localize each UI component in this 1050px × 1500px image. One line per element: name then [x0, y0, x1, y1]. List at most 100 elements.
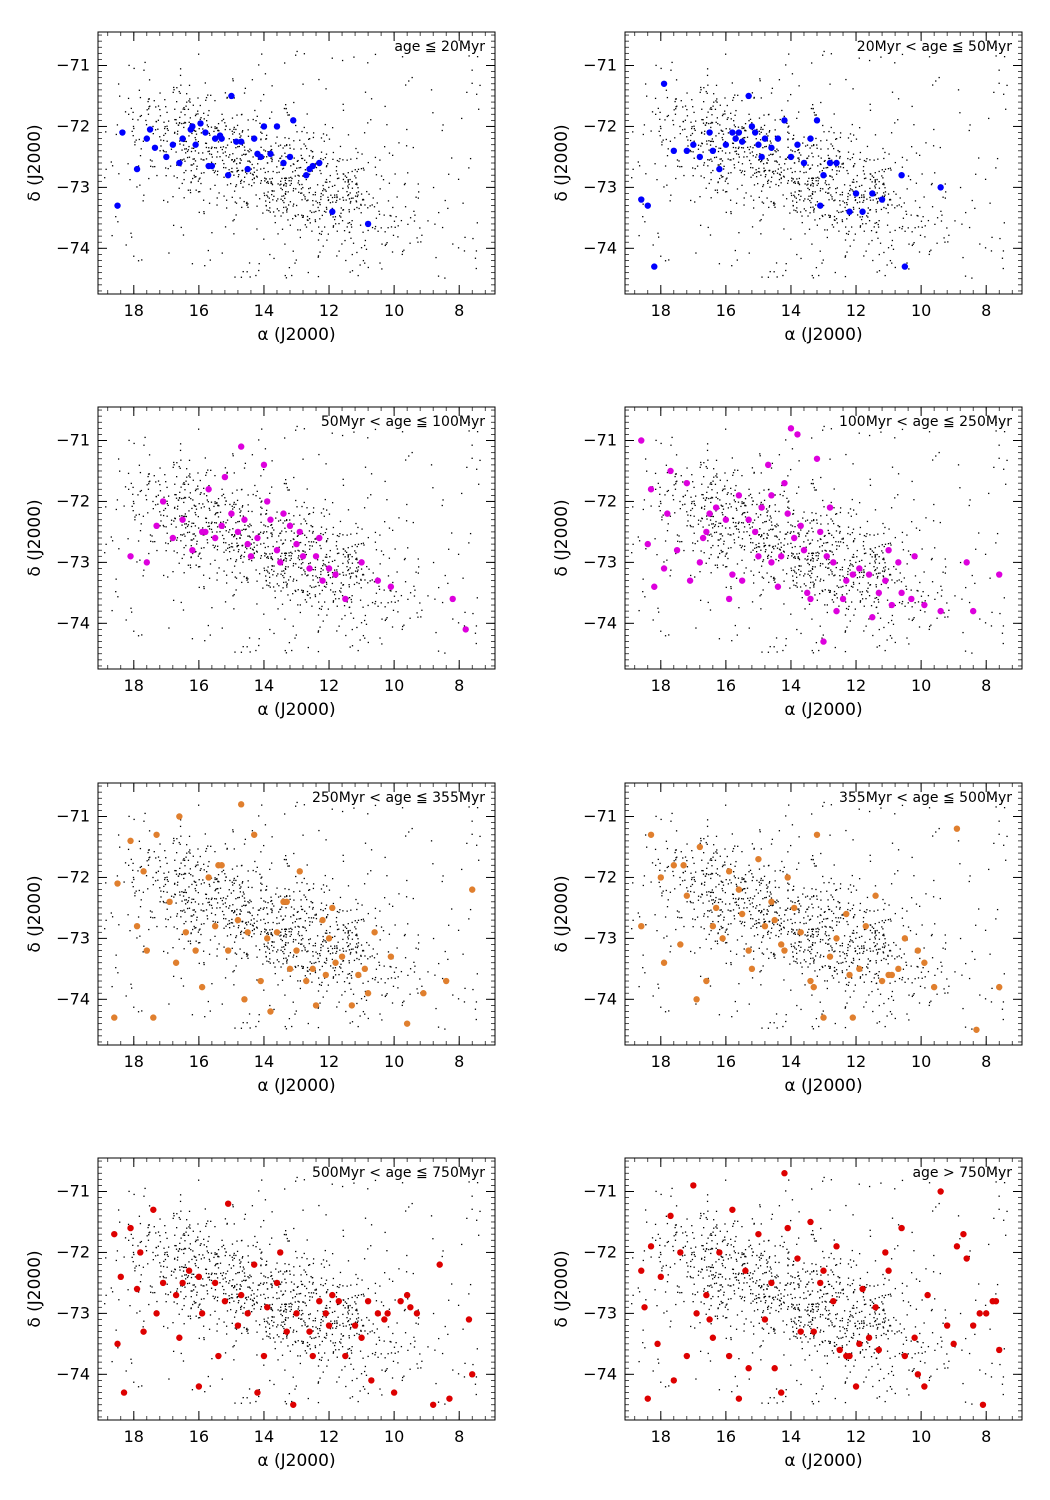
field-star-dot [825, 558, 828, 561]
field-star-dot [331, 127, 334, 129]
field-star-dot [154, 504, 157, 506]
field-star-dot [223, 551, 225, 553]
y-axis-label: δ (J2000) [25, 499, 45, 576]
field-star-dot [474, 257, 477, 259]
field-star-dot [240, 534, 242, 536]
field-star-dot [163, 496, 165, 498]
field-star-dot [281, 188, 284, 191]
field-star-dot [308, 593, 311, 595]
field-star-dot [362, 542, 365, 544]
field-star-dot [242, 645, 244, 648]
field-star-dot [301, 558, 303, 561]
field-star-dot [782, 274, 784, 277]
field-star-dot [214, 545, 217, 547]
field-star-dot [226, 519, 229, 521]
data-point [316, 159, 323, 167]
field-star-dot [262, 587, 264, 589]
field-star-dot [139, 530, 142, 532]
field-star-dot [734, 126, 736, 128]
field-star-dot [632, 543, 634, 545]
data-point [208, 162, 216, 170]
field-star-dot [352, 572, 354, 574]
field-star-dot [819, 580, 821, 582]
field-star-dot [704, 124, 707, 126]
field-star-dot [163, 121, 165, 123]
field-star-dot [476, 222, 478, 224]
field-star-dot [865, 552, 867, 554]
field-star-dot [710, 481, 712, 484]
field-star-dot [703, 164, 705, 166]
field-star-dot [233, 501, 235, 504]
field-star-dot [931, 182, 933, 185]
field-star-dot [872, 259, 874, 262]
field-star-dot [777, 168, 779, 170]
field-star-dot [1003, 56, 1006, 58]
field-star-dot [395, 216, 397, 218]
field-star-dot [741, 170, 744, 172]
field-star-dot [139, 559, 141, 561]
field-star-dot [141, 634, 143, 636]
field-star-dot [257, 163, 259, 165]
field-star-dot [233, 535, 236, 537]
field-star-dot [165, 550, 167, 552]
field-star-dot [727, 492, 729, 494]
field-star-dot [793, 194, 795, 197]
field-star-dot [793, 531, 795, 533]
field-star-dot [724, 53, 727, 55]
field-star-dot [901, 156, 904, 159]
field-star-dot [197, 53, 200, 55]
field-star-dot [709, 108, 711, 110]
field-star-dot [820, 140, 822, 142]
field-star-dot [884, 151, 886, 154]
field-star-dot [744, 129, 746, 131]
field-star-dot [716, 189, 718, 191]
field-star-dot [342, 571, 344, 574]
field-star-dot [305, 178, 307, 181]
field-star-dot [303, 126, 305, 129]
field-star-dot [845, 78, 847, 81]
field-star-dot [693, 125, 695, 127]
field-star-dot [295, 634, 297, 636]
field-star-dot [777, 149, 779, 152]
field-star-dot [870, 173, 872, 175]
field-star-dot [375, 549, 378, 551]
field-star-dot [163, 127, 166, 130]
field-star-dot [806, 532, 808, 535]
field-star-dot [702, 494, 704, 496]
field-star-dot [348, 584, 350, 586]
field-star-dot [894, 122, 896, 124]
field-star-dot [148, 98, 150, 100]
field-star-dot [304, 159, 306, 161]
field-star-dot [258, 198, 261, 200]
field-star-dot [313, 586, 315, 588]
field-star-dot [183, 171, 185, 174]
field-star-dot [271, 565, 274, 567]
data-point [651, 263, 658, 270]
field-star-dot [342, 562, 344, 565]
field-star-dot [689, 514, 692, 517]
field-star-dot [199, 479, 201, 482]
field-star-dot [700, 175, 702, 177]
field-star-dot [968, 226, 971, 229]
field-star-dot [898, 226, 901, 229]
field-star-dot [235, 522, 237, 524]
field-star-dot [297, 182, 299, 184]
field-star-dot [780, 546, 783, 548]
field-star-dot [360, 587, 362, 589]
field-star-dot [245, 202, 248, 204]
field-star-dot [324, 181, 327, 183]
field-star-dot [752, 167, 754, 169]
field-star-dot [947, 241, 949, 243]
field-star-dot [447, 207, 449, 210]
field-star-dot [691, 125, 693, 128]
data-point [286, 522, 294, 530]
field-star-dot [714, 189, 716, 191]
field-star-dot [255, 194, 257, 196]
field-star-dot [944, 197, 946, 199]
field-star-dot [368, 568, 370, 570]
field-star-dot [747, 146, 749, 149]
field-star-dot [208, 577, 211, 579]
field-star-dot [768, 130, 771, 132]
field-star-dot [263, 613, 265, 615]
field-star-dot [809, 199, 811, 202]
